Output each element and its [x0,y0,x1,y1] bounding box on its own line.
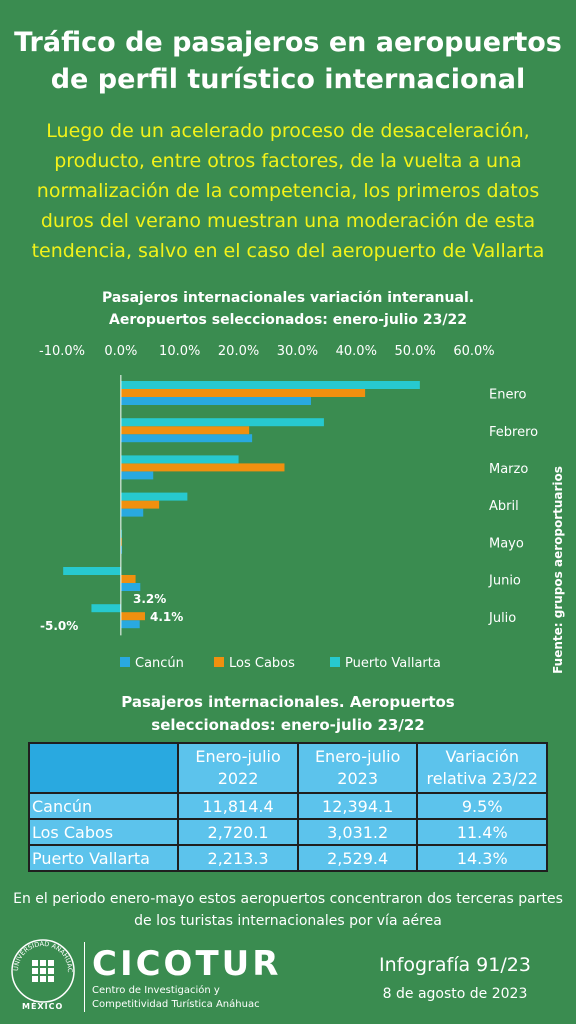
x-tick-label: 30.0% [277,344,318,359]
bar [63,567,121,575]
bar [120,418,324,427]
legend-swatch [214,657,224,667]
legend-swatch [330,657,340,667]
bar [120,381,420,389]
bar [91,604,121,613]
bar [120,508,144,517]
row-label: Cancún [27,792,180,820]
cell-2023: 12,394.1 [296,792,419,820]
cell-variation: 9.5% [416,792,548,820]
cell-2022: 2,213.3 [177,844,299,872]
category-label: Enero [489,388,527,403]
category-label: Marzo [489,462,528,477]
data-label: 4.1% [150,610,183,624]
bar-chart: -10.0% 0.0% 10.0% 20.0% 30.0% 40.0% 50.0% 60.0%… [39,344,538,671]
bar [120,583,141,591]
chart-title: Pasajeros internacionales variación inte… [0,287,576,331]
x-tick-label: 50.0% [394,344,435,359]
footer-divider [84,942,85,1012]
legend-swatch [120,657,130,667]
infografia-number: Infografía 91/23 [379,954,531,976]
row-label: Puerto Vallarta [27,844,180,872]
x-tick-label: 0.0% [104,344,137,359]
cell-2022: 2,720.1 [177,818,299,846]
x-tick-label: -10.0% [39,344,85,359]
bar [120,397,311,405]
bar [120,575,136,583]
x-tick-label: 10.0% [159,344,200,359]
table-row: Cancún 11,814.4 12,394.1 9.5% [27,792,548,820]
publication-date: 8 de agosto de 2023 [382,986,528,1002]
bar [120,389,366,397]
category-label: Junio [488,574,521,589]
bar [120,471,154,480]
page-title: Tráfico de pasajeros en aeropuertos de p… [14,27,562,95]
category-label: Febrero [489,425,538,440]
table-corner-cell [27,742,180,794]
chart-title-line2: Aeropuertos seleccionados: enero-julio 2… [109,312,467,328]
category-label: Abril [489,499,519,514]
cicotur-sub-line2: Competitividad Turística Anáhuac [92,999,260,1010]
bar [120,426,250,435]
column-header-2023: Enero-julio 2023 [296,742,419,794]
table-header-row: Enero-julio 2022 Enero-julio 2023 Variació… [27,742,548,794]
chart-title-line1: Pasajeros internacionales variación inte… [101,290,475,306]
footnote: En el periodo enero-mayo estos aeropuert… [13,891,563,929]
x-tick-label: 40.0% [336,344,377,359]
bar [120,463,285,472]
bar [120,500,160,509]
bar [120,612,145,621]
cell-2023: 2,529.4 [296,844,419,872]
table-title-line1: Pasajeros internacionales. Aeropuertos [121,693,455,711]
cell-2022: 11,814.4 [177,792,299,820]
cell-2023: 3,031.2 [296,818,419,846]
data-label: 3.2% [133,592,166,606]
cicotur-subtitle: Centro de Investigación y Competitividad… [92,984,260,1012]
row-label: Los Cabos [27,818,180,846]
table-title: Pasajeros internacionales. Aeropuertos s… [0,691,576,737]
category-label: Julio [488,611,516,626]
bar [120,545,123,554]
cicotur-logo: CICOTUR [92,944,282,984]
anahuac-seal-logo: UNIVERSIDAD ANÁHUAC [11,939,75,1003]
bar [120,455,239,464]
page-subtitle: Luego de un acelerado proceso de desacel… [31,120,545,262]
column-header-variation: Variación relativa 23/22 [416,742,548,794]
category-label: Mayo [489,536,524,551]
data-label: -5.0% [40,619,78,633]
cicotur-sub-line1: Centro de Investigación y [92,985,220,996]
column-header-2022: Enero-julio 2022 [177,742,299,794]
cell-variation: 14.3% [416,844,548,872]
x-tick-label: 20.0% [218,344,259,359]
legend-label: Los Cabos [229,656,295,671]
bar [120,492,188,501]
table-title-line2: seleccionados: enero-julio 23/22 [151,716,425,734]
bar [120,620,140,629]
table-row: Puerto Vallarta 2,213.3 2,529.4 14.3% [27,844,548,872]
source-note: Fuente: grupos aeroportuarios [551,466,565,674]
passenger-table: Enero-julio 2022 Enero-julio 2023 Variació… [27,742,548,872]
seal-mexico-label: MÉXICO [22,1002,64,1011]
x-tick-label: 60.0% [453,344,494,359]
table-row: Los Cabos 2,720.1 3,031.2 11.4% [27,818,548,846]
legend-label: Cancún [135,656,184,671]
cell-variation: 11.4% [416,818,548,846]
legend-label: Puerto Vallarta [345,656,441,671]
bar [120,434,253,443]
